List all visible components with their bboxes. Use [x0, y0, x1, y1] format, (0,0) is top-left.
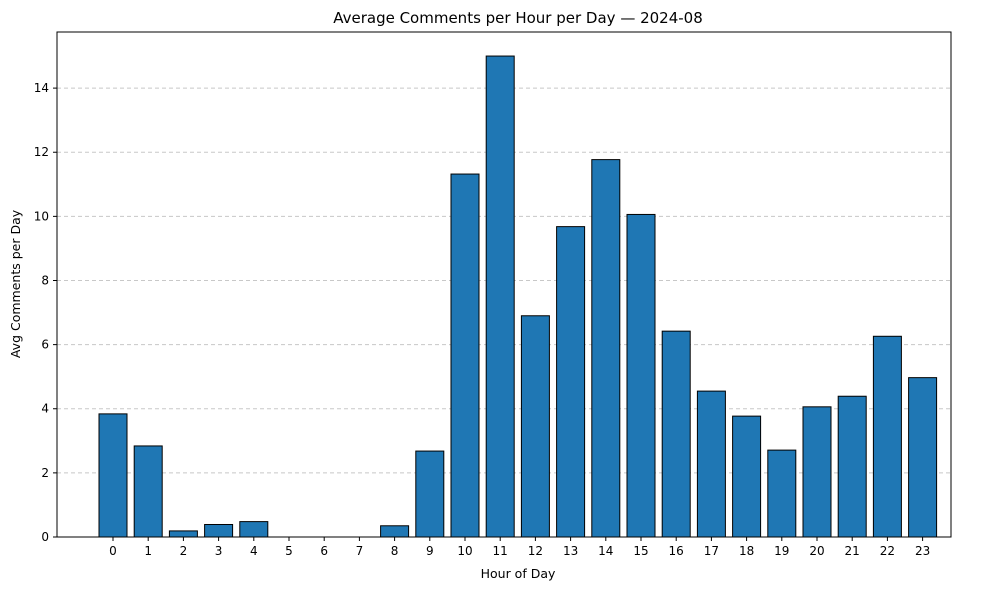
x-tick-label: 17 — [704, 544, 719, 558]
x-tick-label: 8 — [391, 544, 399, 558]
bar-hour-16 — [661, 330, 691, 538]
x-tick-label: 10 — [457, 544, 472, 558]
y-axis-label: Avg Comments per Day — [8, 209, 23, 358]
x-axis-label: Hour of Day — [481, 566, 556, 581]
bar-hour-21 — [837, 395, 867, 538]
plot-frame — [56, 31, 952, 538]
x-axis: 0 1 2 3 4 5 6 7 8 9 10 11 12 13 14 15 16 17 18 19 20 21 22 23 — [109, 537, 930, 558]
gridlines — [57, 87, 951, 474]
y-tick-label: 2 — [41, 466, 49, 480]
x-tick-label: 19 — [774, 544, 789, 558]
chart-title: Average Comments per Hour per Day — 2024… — [333, 9, 703, 27]
bar-hour-18 — [732, 415, 762, 538]
bar-hour-0 — [98, 413, 128, 538]
x-tick-label: 0 — [109, 544, 117, 558]
x-tick-label: 23 — [915, 544, 930, 558]
bar-hour-10 — [450, 173, 480, 538]
y-axis: 0 2 4 6 8 10 12 14 — [34, 81, 57, 544]
x-tick-label: 9 — [426, 544, 434, 558]
bar-hour-23 — [908, 377, 938, 538]
x-tick-label: 5 — [285, 544, 293, 558]
bar-hour-22 — [872, 335, 902, 538]
bar-hour-3 — [204, 523, 234, 538]
bar-hour-12 — [520, 315, 550, 538]
bar-hour-17 — [696, 390, 726, 538]
y-tick-label: 4 — [41, 402, 49, 416]
x-tick-label: 15 — [633, 544, 648, 558]
x-tick-label: 1 — [144, 544, 152, 558]
x-tick-label: 20 — [809, 544, 824, 558]
x-tick-label: 12 — [528, 544, 543, 558]
y-tick-label: 12 — [34, 145, 49, 159]
y-tick-label: 0 — [41, 530, 49, 544]
x-tick-label: 11 — [493, 544, 508, 558]
y-tick-label: 8 — [41, 273, 49, 287]
y-tick-label: 6 — [41, 338, 49, 352]
x-tick-label: 21 — [845, 544, 860, 558]
bar-hour-20 — [802, 406, 832, 538]
x-tick-label: 2 — [180, 544, 188, 558]
bar-hour-19 — [767, 449, 797, 538]
x-tick-label: 6 — [320, 544, 328, 558]
bar-hour-9 — [415, 450, 445, 538]
bar-hour-11 — [485, 55, 515, 538]
bar-hour-1 — [133, 445, 163, 538]
y-tick-label: 14 — [34, 81, 49, 95]
bar-hour-4 — [239, 521, 269, 538]
x-tick-label: 14 — [598, 544, 613, 558]
bar-hour-8 — [380, 525, 410, 538]
x-tick-label: 4 — [250, 544, 258, 558]
y-tick-label: 10 — [34, 209, 49, 223]
bar-hour-15 — [626, 213, 656, 538]
x-tick-label: 16 — [669, 544, 684, 558]
bar-hour-13 — [556, 226, 586, 538]
x-tick-label: 22 — [880, 544, 895, 558]
x-tick-label: 3 — [215, 544, 223, 558]
bar-hour-14 — [591, 159, 621, 538]
x-tick-label: 7 — [356, 544, 364, 558]
bars — [98, 55, 938, 538]
x-tick-label: 18 — [739, 544, 754, 558]
bar-hour-2 — [168, 530, 198, 538]
x-tick-label: 13 — [563, 544, 578, 558]
